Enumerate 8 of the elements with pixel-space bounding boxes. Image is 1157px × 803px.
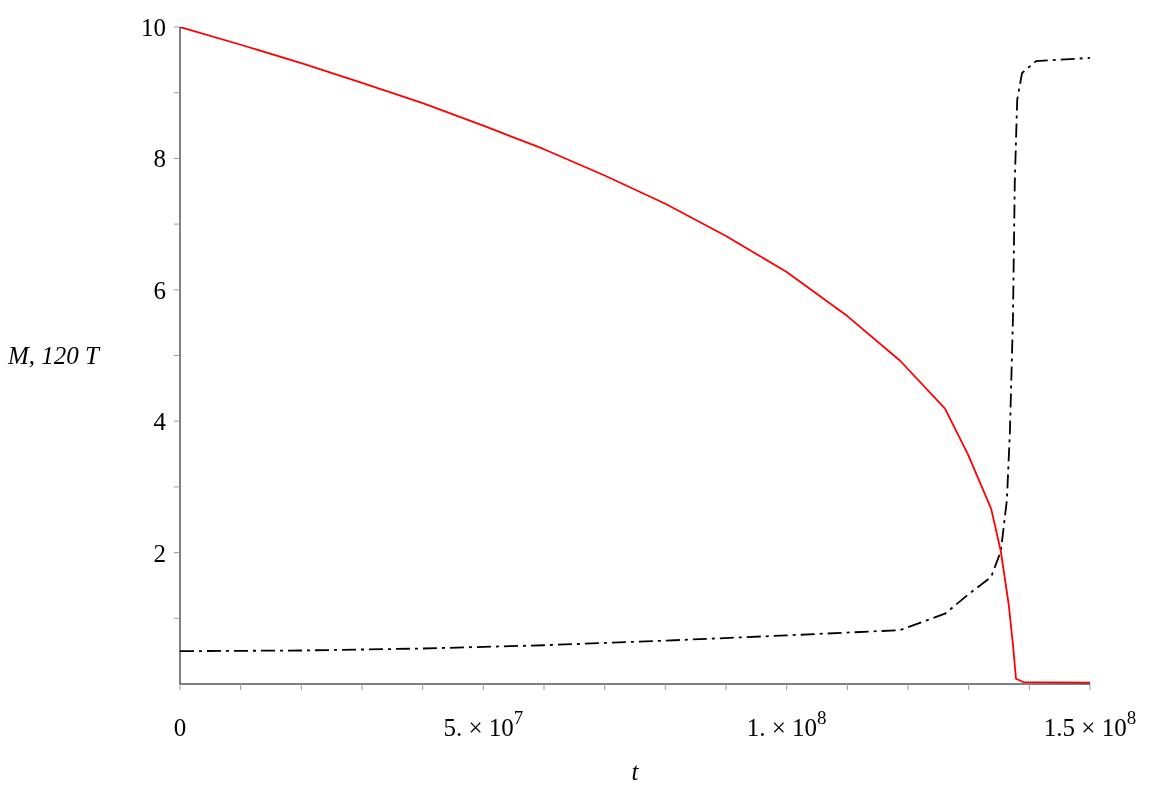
y-axis-title: M, 120 T [7,341,102,369]
y-tick-label: 2 [153,539,166,567]
x-tick-label: 0 [173,714,187,741]
y-tick-label: 4 [153,408,167,436]
y-tick-label: 10 [141,14,166,41]
y-tick-label: 8 [153,145,166,173]
x-axis-title: t [631,758,640,785]
y-tick-label: 6 [153,276,166,304]
